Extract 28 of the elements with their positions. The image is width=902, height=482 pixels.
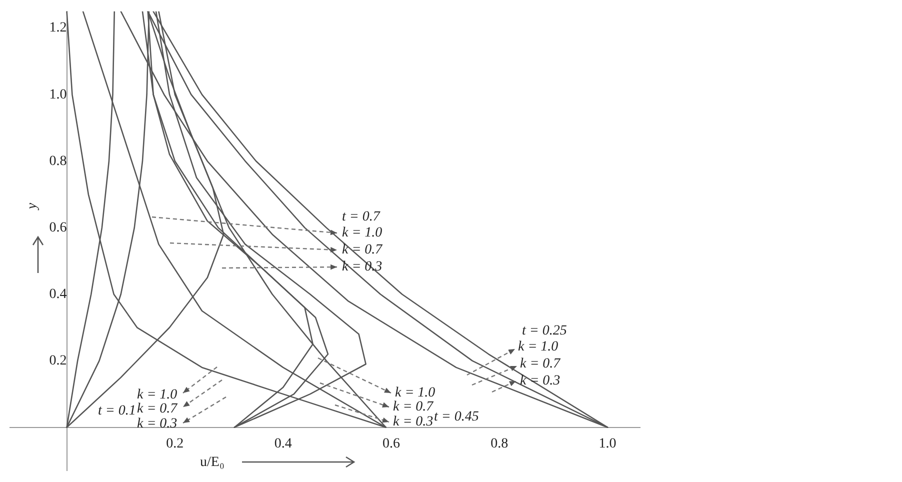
x-tick-label: 0.6 <box>382 436 400 452</box>
y-axis-title: y <box>25 202 42 210</box>
annotation: t = 0.1 <box>98 404 136 419</box>
y-tick-label: 0.2 <box>49 353 67 368</box>
annotation: t = 0.7 <box>342 210 381 225</box>
x-tick-label: 0.4 <box>274 436 292 452</box>
annotation: k = 0.3 <box>137 416 178 432</box>
x-axis-title: u/E₀ <box>200 455 224 471</box>
x-tick-label: 0.8 <box>490 436 508 452</box>
x-tick-label: 1.0 <box>598 436 616 452</box>
annotation: k = 0.7 <box>342 242 384 258</box>
annotation: t = 0.45 <box>434 410 479 425</box>
annotation: k = 0.3 <box>520 374 560 389</box>
y-tick-label: 1.2 <box>49 20 67 36</box>
annotation: k = 1.0 <box>342 226 382 241</box>
y-tick-label: 1.0 <box>49 87 67 102</box>
annotation: t = 0.25 <box>522 324 567 339</box>
annotation: k = 0.7 <box>137 402 178 417</box>
annotation: k = 0.3 <box>393 414 434 430</box>
annotation: k = 0.7 <box>520 356 562 372</box>
y-tick-label: 0.8 <box>49 154 67 169</box>
annotation: k = 1.0 <box>518 340 558 355</box>
annotation: k = 1.0 <box>137 388 178 403</box>
annotation: k = 0.7 <box>393 400 434 415</box>
x-tick-label: 0.2 <box>166 436 184 452</box>
y-tick-label: 0.6 <box>49 220 67 236</box>
annotation: k = 1.0 <box>395 386 436 401</box>
y-tick-label: 0.4 <box>49 286 67 302</box>
